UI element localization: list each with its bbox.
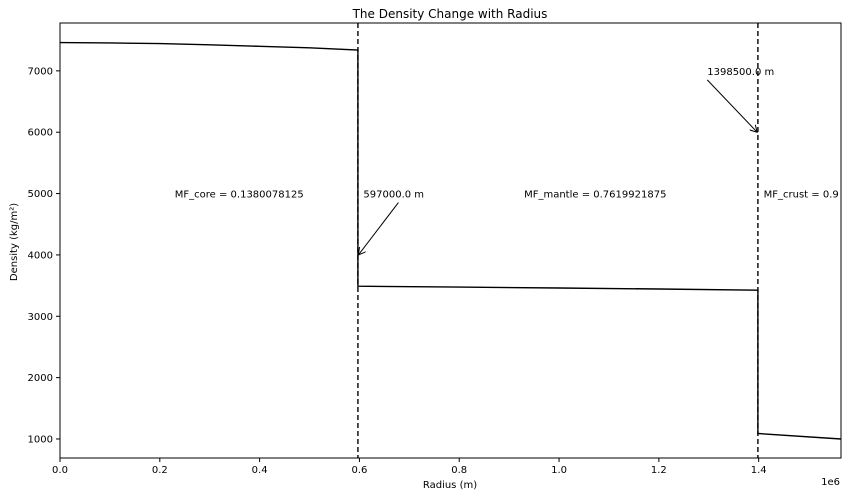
annotation-text: MF_crust = 0.9 [764, 190, 839, 201]
annotation-text: MF_mantle = 0.7619921875 [524, 190, 666, 201]
y-tick-label: 7000 [28, 66, 53, 77]
y-tick-label: 2000 [28, 373, 53, 384]
x-axis-offset-label: 1e6 [821, 477, 840, 488]
chart-title: The Density Change with Radius [352, 7, 548, 21]
x-tick-label: 0.0 [52, 465, 68, 476]
x-tick-label: 0.4 [252, 465, 268, 476]
x-tick-label: 1.4 [751, 465, 767, 476]
annotation-arrow [706, 79, 757, 132]
density-series-line [59, 41, 842, 440]
y-tick-label: 6000 [28, 128, 53, 139]
y-axis-label: Density (kg/m²) [9, 203, 20, 281]
plot-area-frame [59, 22, 842, 459]
annotation-text: MF_core = 0.1380078125 [175, 190, 304, 201]
x-tick-label: 0.6 [351, 465, 367, 476]
annotation-text: 597000.0 m [363, 190, 424, 201]
x-tick-label: 1.2 [651, 465, 667, 476]
x-tick-label: 0.2 [152, 465, 168, 476]
annotation-arrow [358, 202, 399, 255]
x-axis-label: Radius (m) [423, 480, 477, 491]
y-tick-label: 1000 [28, 434, 53, 445]
y-tick-label: 4000 [28, 250, 53, 261]
x-tick-label: 1.0 [551, 465, 567, 476]
y-tick-label: 3000 [28, 312, 53, 323]
x-tick-label: 0.8 [451, 465, 467, 476]
annotation-text: 1398500.0 m [707, 67, 774, 78]
y-tick-label: 5000 [28, 189, 53, 200]
